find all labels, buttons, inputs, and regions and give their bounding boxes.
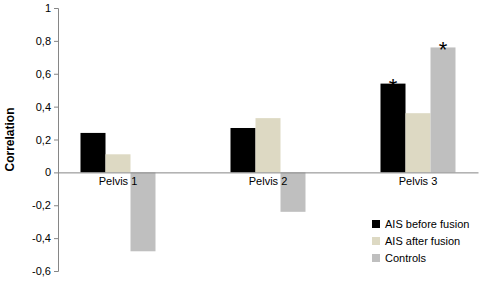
tick: -0,4 <box>32 232 58 244</box>
tick: Pelvis 2 <box>249 175 288 187</box>
tick-mark <box>54 41 58 42</box>
legend-swatch <box>372 220 380 228</box>
tick-mark <box>54 172 58 173</box>
bar <box>256 118 281 172</box>
tick: -0,2 <box>32 199 58 211</box>
tick-label: 0,6 <box>36 68 51 80</box>
tick-mark <box>54 205 58 206</box>
tick: -0,6 <box>32 265 58 277</box>
legend-label: AIS before fusion <box>385 218 469 230</box>
x-axis: Pelvis 1 Pelvis 2 Pelvis 3 <box>59 173 479 187</box>
tick-mark <box>54 238 58 239</box>
tick-label: 0 <box>45 166 51 178</box>
tick: Pelvis 1 <box>99 175 138 187</box>
tick-mark <box>54 8 58 9</box>
bar <box>106 154 131 172</box>
tick-mark <box>54 271 58 272</box>
tick: 0,4 <box>36 101 58 113</box>
tick: 0,8 <box>36 35 58 47</box>
tick-mark <box>54 107 58 108</box>
y-axis-title: Correlation <box>3 107 17 171</box>
tick-label: 0,2 <box>36 134 51 146</box>
y-axis: -0,6 -0,4 -0,2 0 0,2 0,4 0,6 0,8 1 <box>32 2 58 277</box>
legend-swatch <box>372 237 380 245</box>
annotation: * <box>439 37 448 62</box>
tick: 0,6 <box>36 68 58 80</box>
tick-mark <box>54 74 58 75</box>
tick-mark <box>54 140 58 141</box>
category-label: Pelvis 2 <box>249 175 288 187</box>
tick: 0,2 <box>36 134 58 146</box>
tick-label: -0,4 <box>32 232 51 244</box>
x-axis-line <box>59 172 479 173</box>
tick-label: 0,4 <box>36 101 51 113</box>
annotations: ** <box>389 37 448 98</box>
tick-label: -0,6 <box>32 265 51 277</box>
tick: 0 <box>45 166 58 178</box>
chart: -0,6-0,4-0,200,20,40,60,81Pelvis 1Pelvis… <box>0 0 500 284</box>
tick-label: 0,8 <box>36 35 51 47</box>
bar <box>81 133 106 172</box>
legend-label: AIS after fusion <box>385 235 460 247</box>
bar <box>406 113 431 172</box>
category-label: Pelvis 1 <box>99 175 138 187</box>
tick: 1 <box>45 2 58 14</box>
legend: AIS before fusion AIS after fusion Control… <box>372 218 469 264</box>
tick-label: 1 <box>45 2 51 14</box>
annotation: * <box>389 74 398 99</box>
legend-label: Controls <box>385 252 426 264</box>
bar <box>431 47 456 172</box>
tick-label: -0,2 <box>32 199 51 211</box>
legend-swatch <box>372 254 380 262</box>
tick: Pelvis 3 <box>399 175 438 187</box>
bar <box>231 128 256 172</box>
category-label: Pelvis 3 <box>399 175 438 187</box>
y-axis-line <box>54 9 59 272</box>
